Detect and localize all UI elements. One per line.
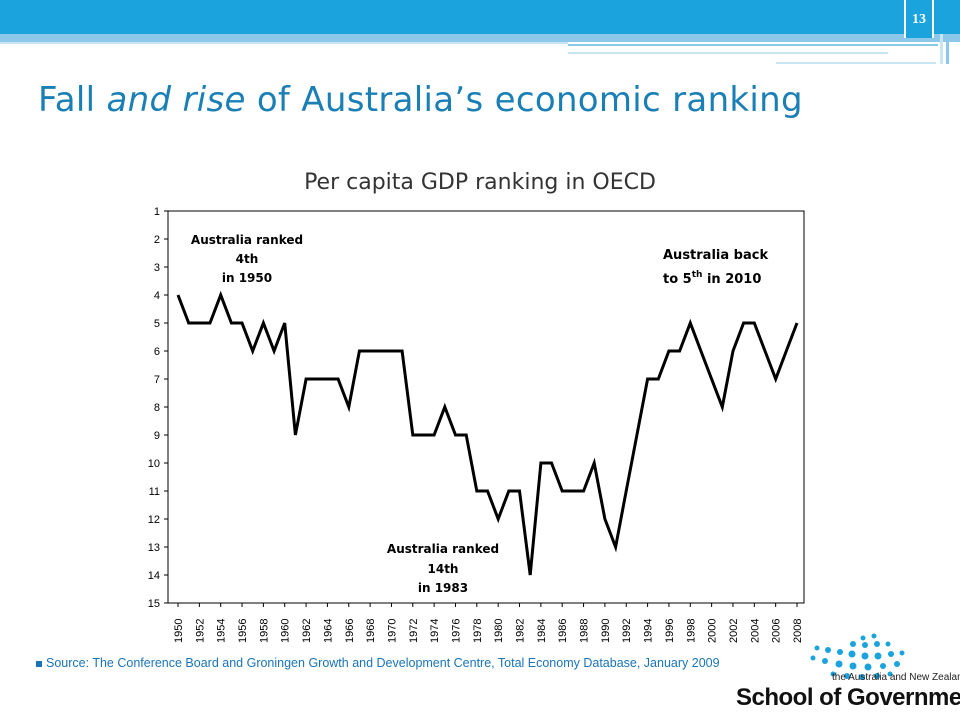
logo-subtitle: the Australia and New Zealand — [832, 672, 960, 683]
logo-name: School of Government — [736, 684, 960, 711]
annotation-1950: in 1950 — [222, 271, 272, 285]
x-tick-label: 1968 — [365, 619, 377, 643]
y-tick-label: 6 — [154, 346, 160, 358]
x-tick-label: 1972 — [408, 619, 420, 643]
title-part-1: Fall — [38, 80, 107, 120]
x-tick-label: 2000 — [707, 619, 719, 643]
x-tick-label: 1980 — [493, 619, 505, 643]
y-tick-label: 9 — [154, 430, 160, 442]
ranking-line — [176, 290, 799, 576]
annotation-2010-line1: Australia back — [663, 248, 768, 263]
x-tick-label: 1962 — [301, 619, 313, 643]
y-tick-label: 13 — [148, 542, 160, 554]
header-decoration — [0, 34, 960, 64]
x-tick-label: 1958 — [258, 619, 270, 643]
x-tick-label: 1990 — [600, 619, 612, 643]
y-tick-label: 15 — [148, 598, 160, 610]
x-tick-label: 1996 — [664, 619, 676, 643]
x-tick-label: 1976 — [450, 619, 462, 643]
x-tick-label: 1994 — [643, 619, 655, 643]
source-note: Source: The Conference Board and Groning… — [36, 656, 720, 670]
y-tick-label: 11 — [149, 486, 160, 498]
annotation-1983: 14th — [428, 562, 459, 576]
header-bar — [0, 0, 960, 34]
annotation-1983: Australia ranked — [387, 542, 499, 556]
slide-title: Fall and rise of Australia’s economic ra… — [38, 80, 803, 120]
x-tick-label: 1956 — [237, 619, 249, 643]
x-tick-label: 1954 — [216, 619, 228, 643]
x-tick-label: 1960 — [280, 619, 292, 643]
x-tick-label: 1952 — [194, 619, 206, 643]
x-tick-label: 1964 — [322, 619, 334, 643]
x-tick-label: 1988 — [579, 619, 591, 643]
x-tick-label: 2008 — [792, 619, 804, 643]
x-tick-label: 1992 — [621, 619, 633, 643]
x-tick-label: 1978 — [472, 619, 484, 643]
annotation-1983: in 1983 — [418, 581, 468, 595]
annotation-2010-line2: to 5th in 2010 — [663, 270, 761, 287]
title-part-2: of Australia’s economic ranking — [245, 80, 803, 120]
bullet-icon — [36, 660, 42, 667]
x-tick-label: 2006 — [771, 619, 783, 643]
x-tick-label: 1984 — [536, 619, 548, 643]
y-tick-label: 10 — [148, 458, 160, 470]
y-tick-label: 2 — [154, 234, 160, 246]
y-tick-label: 8 — [154, 402, 160, 414]
chart-title: Per capita GDP ranking in OECD — [304, 170, 656, 195]
x-tick-label: 2002 — [728, 619, 740, 643]
x-tick-label: 1950 — [173, 619, 185, 643]
y-tick-label: 1 — [154, 206, 160, 218]
page-number: 13 — [904, 0, 934, 38]
x-tick-label: 1982 — [515, 619, 527, 643]
annotation-1950: Australia ranked — [191, 233, 303, 247]
y-tick-label: 4 — [154, 290, 160, 302]
x-tick-label: 1986 — [557, 619, 569, 643]
y-tick-label: 3 — [154, 262, 160, 274]
y-tick-label: 7 — [154, 374, 160, 386]
annotation-1950: 4th — [236, 252, 259, 266]
y-tick-label: 5 — [154, 318, 160, 330]
school-logo-dots-icon — [810, 633, 905, 680]
x-tick-label: 1974 — [429, 619, 441, 643]
source-text: Source: The Conference Board and Groning… — [46, 656, 720, 670]
x-tick-label: 1966 — [344, 619, 356, 643]
y-tick-label: 14 — [148, 570, 160, 582]
x-tick-label: 1970 — [386, 619, 398, 643]
x-tick-label: 2004 — [749, 619, 761, 643]
title-emphasis: and rise — [106, 80, 246, 120]
x-tick-label: 1998 — [685, 619, 697, 643]
y-tick-label: 12 — [148, 514, 160, 526]
